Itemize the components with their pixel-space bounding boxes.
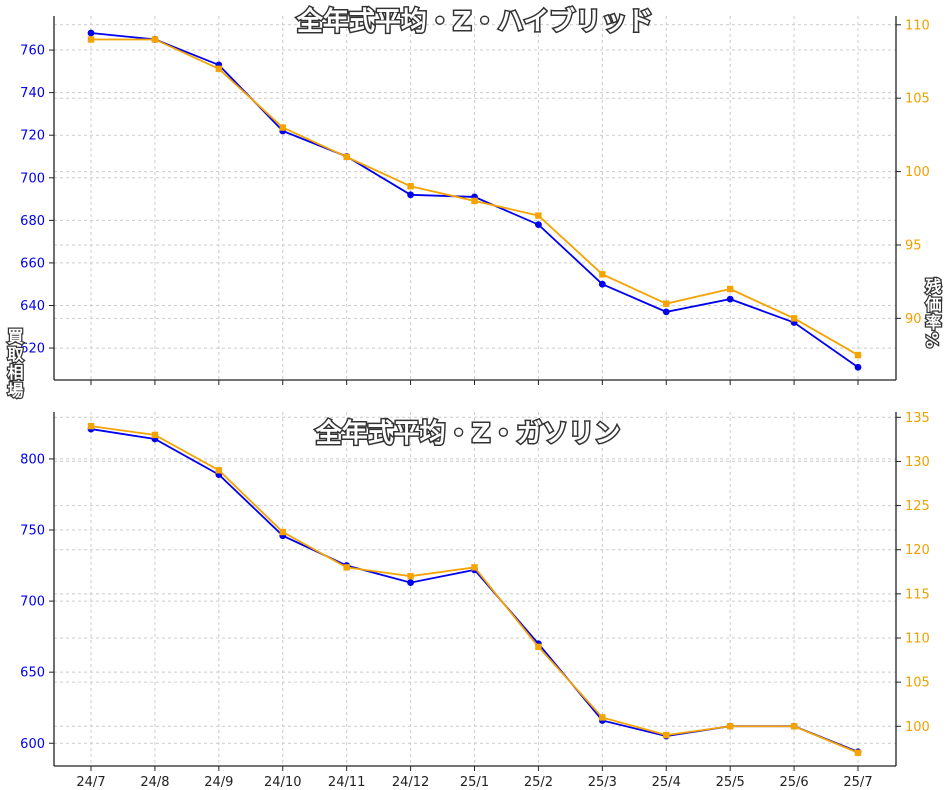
x-tick-label: 24/7 <box>76 775 105 790</box>
top-left-tick-label: 640 <box>20 299 45 314</box>
top-price-point <box>726 295 734 303</box>
x-tick-labels: 24/7 24/8 24/9 24/10 24/11 24/12 25/1 25/2 25/3 2… <box>76 775 872 790</box>
top-price-point <box>87 29 95 37</box>
bottom-price-point <box>407 579 414 587</box>
x-tick-label: 24/8 <box>140 775 169 790</box>
top-left-tick-label: 700 <box>20 171 45 186</box>
top-rate-point <box>663 300 670 307</box>
bottom-right-tick-label: 120 <box>905 543 930 558</box>
bottom-rate-point <box>854 749 862 756</box>
bottom-grid <box>54 412 896 766</box>
x-tick-label: 24/9 <box>204 775 233 790</box>
top-right-tick-label: 100 <box>905 165 930 180</box>
top-left-tick-label: 760 <box>20 44 45 59</box>
bottom-right-tick-label: 105 <box>905 676 930 691</box>
bottom-left-ticks: 600 650 700 750 800 <box>20 452 54 752</box>
bottom-rate-point <box>87 422 95 430</box>
bottom-series-line-price <box>90 428 859 753</box>
top-grid <box>54 16 896 380</box>
x-tick-label: 24/12 <box>392 775 429 790</box>
top-axes <box>53 16 897 385</box>
top-left-tick-label: 620 <box>20 342 45 357</box>
x-tick-label: 25/3 <box>588 775 617 790</box>
bottom-rate-point <box>343 564 350 571</box>
x-tick-label: 25/4 <box>652 775 681 790</box>
x-tick-label: 25/1 <box>460 775 489 790</box>
x-tick-label: 25/5 <box>716 775 745 790</box>
top-left-tick-label: 740 <box>20 86 45 101</box>
top-rate-point <box>279 124 286 131</box>
top-rate-point <box>151 36 159 43</box>
ylabel-left: 買取相場 <box>5 328 24 400</box>
x-tick-label: 25/6 <box>779 775 808 790</box>
bottom-rate-point <box>663 731 670 739</box>
top-series <box>87 29 862 371</box>
bottom-rate-point <box>535 643 542 651</box>
top-right-tick-label: 105 <box>905 92 930 107</box>
top-rate-point <box>790 315 798 322</box>
top-price-point <box>407 191 414 199</box>
bottom-left-tick-label: 600 <box>20 737 45 752</box>
top-price-point <box>854 363 862 371</box>
bottom-right-tick-label: 135 <box>905 411 930 426</box>
x-tick-label: 24/11 <box>328 775 365 790</box>
top-rate-point <box>471 197 478 205</box>
top-rate-point <box>87 36 95 43</box>
top-rate-point <box>407 183 414 190</box>
bottom-left-tick-label: 800 <box>20 452 45 467</box>
bottom-rate-point <box>215 467 223 474</box>
top-right-tick-label: 90 <box>905 312 922 327</box>
ylabel-right: 残価率% <box>923 277 943 350</box>
top-right-tick-label: 110 <box>905 18 930 33</box>
top-left-tick-label: 660 <box>20 256 45 271</box>
bottom-series-line-rate <box>90 425 859 754</box>
top-price-point <box>598 280 606 288</box>
bottom-right-tick-label: 115 <box>905 587 930 602</box>
bottom-rate-point <box>726 723 734 730</box>
top-chart-title: 全年式平均・Z・ハイブリッド <box>296 6 653 37</box>
bottom-chart-title: 全年式平均・Z・ガソリン <box>315 418 621 449</box>
bottom-rate-point <box>471 564 478 571</box>
x-tick-label: 25/7 <box>843 775 872 790</box>
top-left-tick-label: 720 <box>20 129 45 144</box>
top-rate-point <box>535 212 542 219</box>
bottom-right-tick-label: 110 <box>905 631 930 646</box>
top-price-point <box>662 308 670 316</box>
x-tick-label: 24/10 <box>264 775 301 790</box>
bottom-rate-point <box>151 431 159 439</box>
bottom-rate-point <box>599 714 606 721</box>
bottom-right-tick-label: 100 <box>905 720 930 735</box>
top-right-ticks: 90 95 100 105 110 <box>896 18 930 327</box>
bottom-right-tick-label: 130 <box>905 455 930 470</box>
top-panel: 620 640 660 680 700 720 740 760 90 95 100 105 110 全… <box>20 5 930 385</box>
bottom-panel: 600 650 700 750 800 100 105 110 115 120 125 130 135… <box>20 411 930 790</box>
top-left-ticks: 620 640 660 680 700 720 740 760 <box>20 44 54 357</box>
top-rate-point <box>215 65 223 73</box>
bottom-rate-point <box>407 572 414 580</box>
top-rate-point <box>854 351 862 359</box>
top-left-tick-label: 680 <box>20 214 45 229</box>
top-rate-point <box>599 271 606 278</box>
top-rate-point <box>343 153 350 161</box>
bottom-series <box>87 422 862 756</box>
bottom-left-tick-label: 750 <box>20 524 45 539</box>
top-price-point <box>535 221 542 229</box>
bottom-right-ticks: 100 105 110 115 120 125 130 135 <box>896 411 930 735</box>
bottom-axes <box>53 412 897 771</box>
bottom-left-tick-label: 700 <box>20 595 45 610</box>
bottom-rate-point <box>279 528 286 536</box>
bottom-rate-point <box>790 723 798 730</box>
bottom-left-tick-label: 650 <box>20 666 45 681</box>
top-right-tick-label: 95 <box>905 238 922 253</box>
top-rate-point <box>726 285 734 293</box>
bottom-right-tick-label: 125 <box>905 499 930 514</box>
x-tick-label: 25/2 <box>524 775 553 790</box>
